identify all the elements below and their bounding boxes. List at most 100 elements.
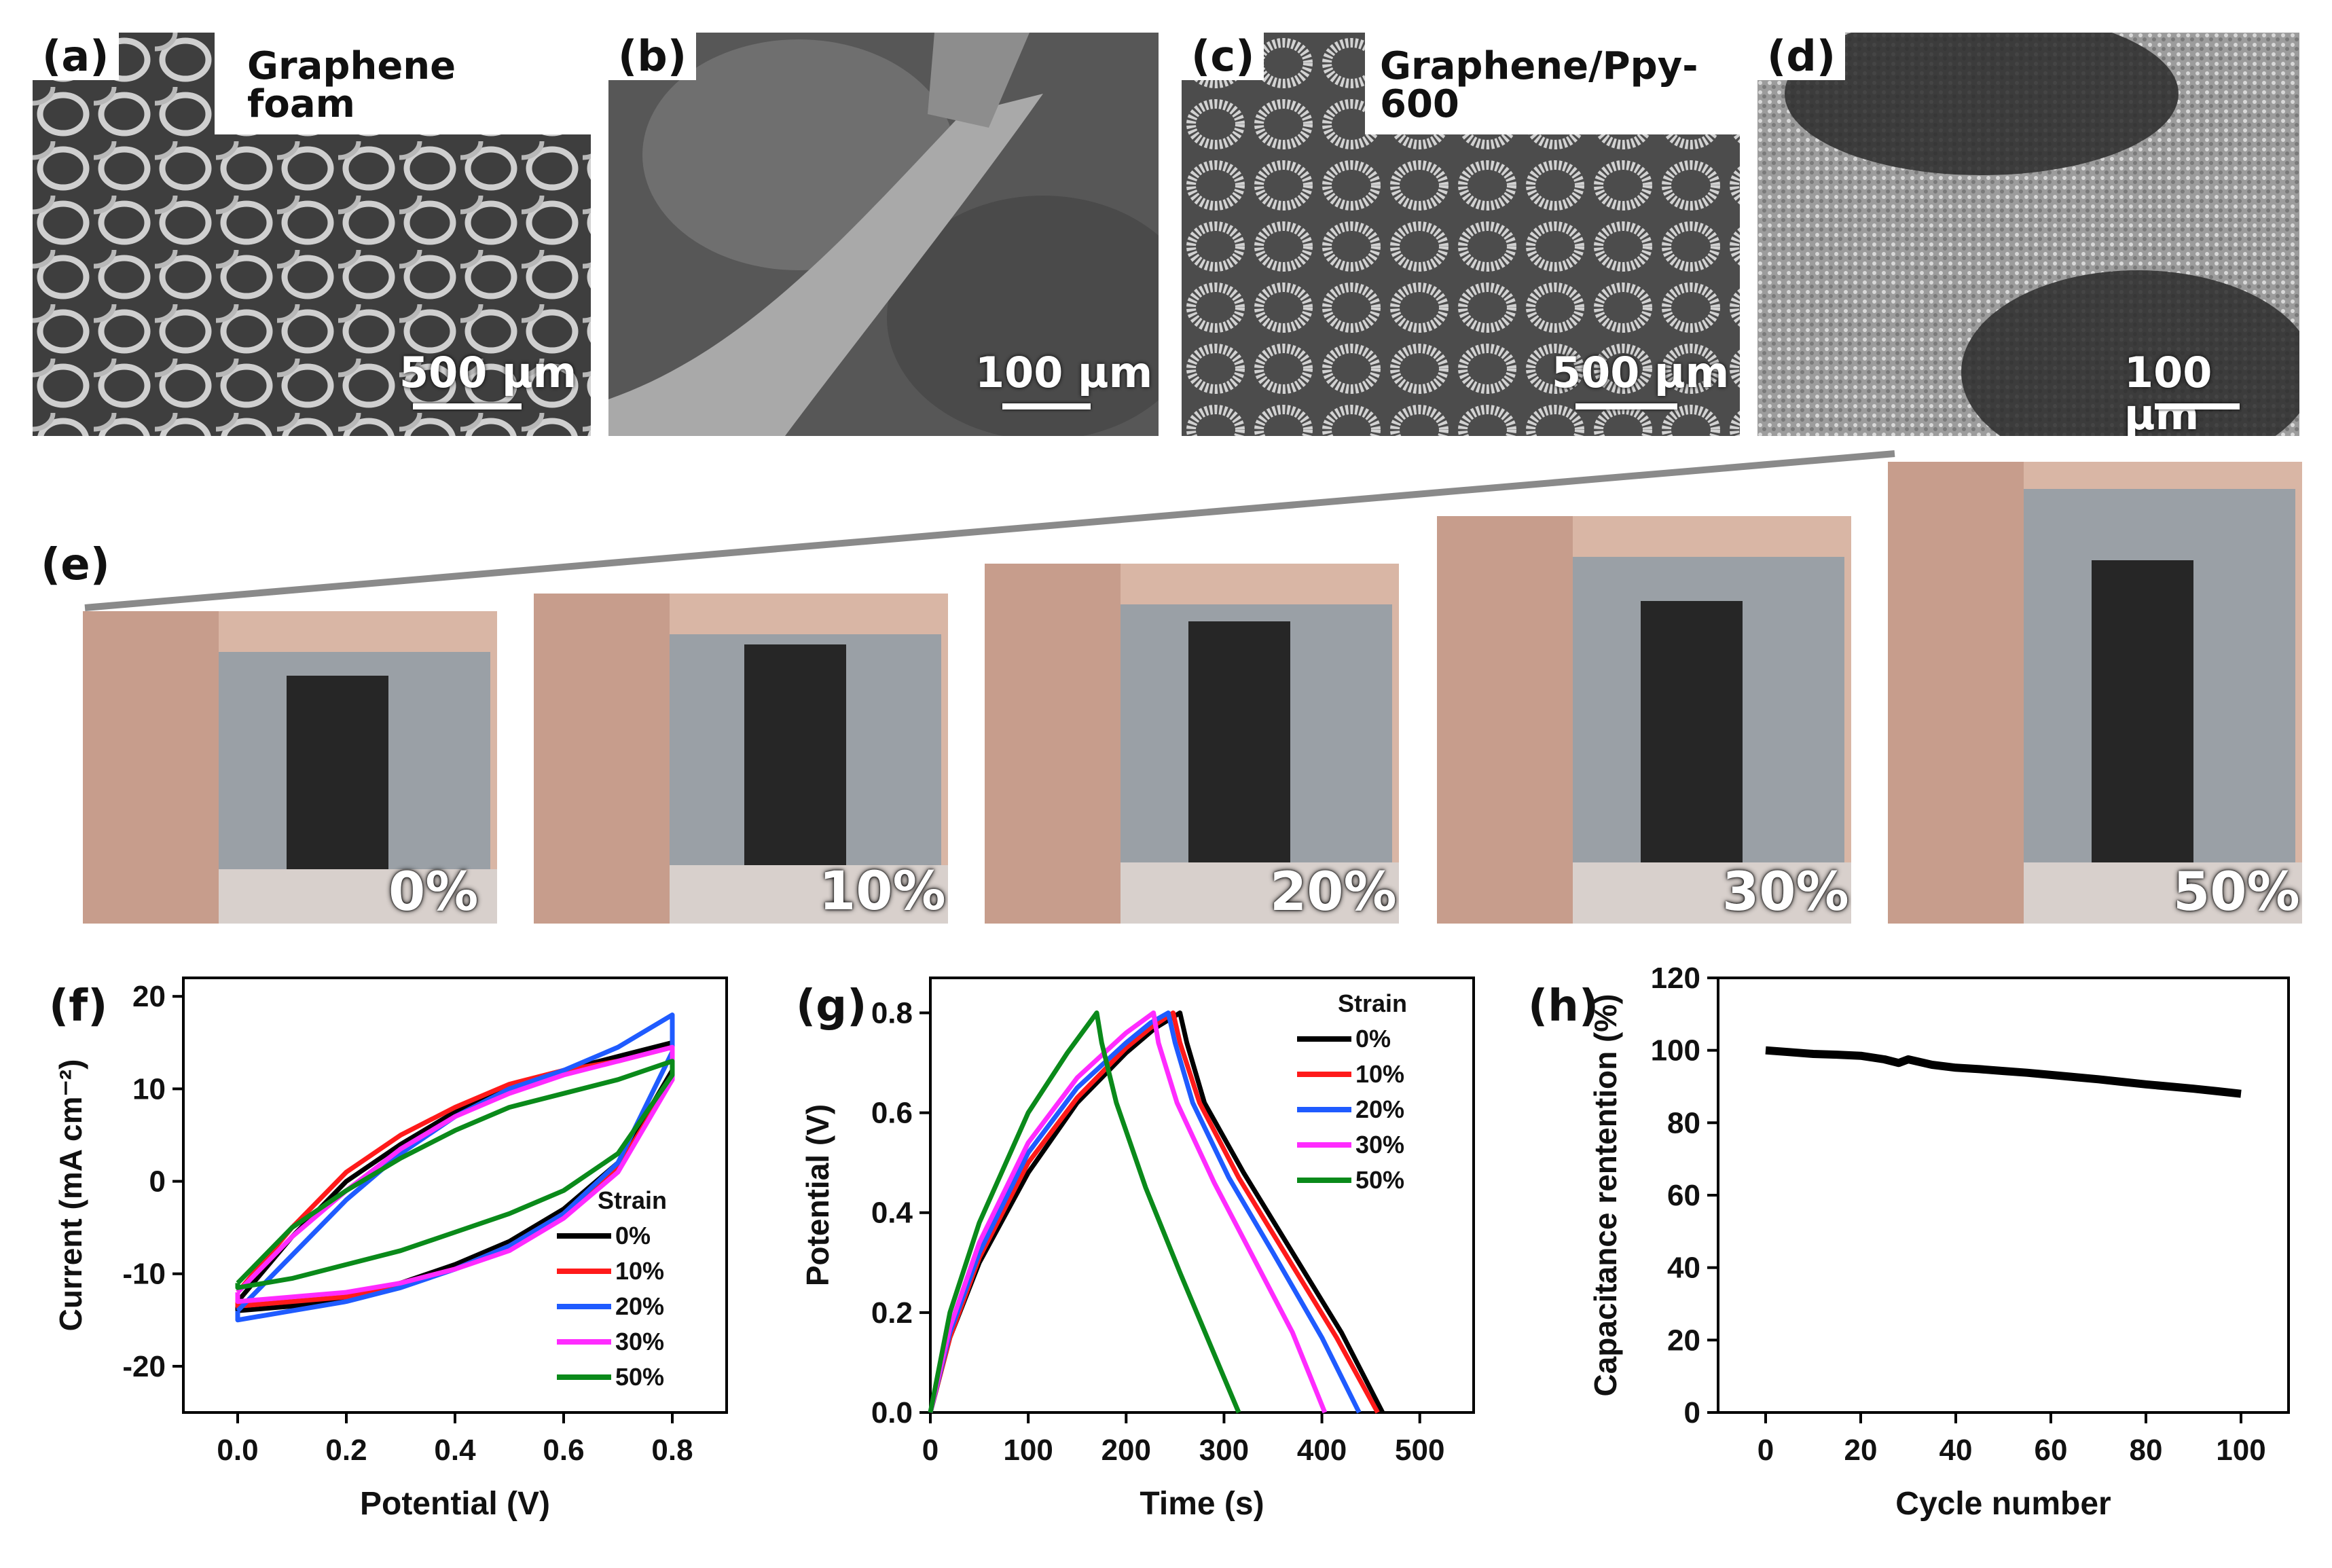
x-tick-label: 300 — [1199, 1434, 1249, 1467]
y-tick-label: 0.0 — [871, 1396, 913, 1429]
y-tick-label: 80 — [1667, 1106, 1700, 1139]
legend-title: Strain — [1338, 989, 1407, 1017]
y-axis-label: Capacitance rentention (%) — [1588, 994, 1623, 1397]
legend-entry: 50% — [615, 1363, 664, 1391]
panel-b-scale-bar — [1002, 403, 1091, 409]
series-g-50pct — [928, 1010, 1241, 1414]
plot-frame — [1717, 977, 2290, 1414]
strain-label-20: 20% — [1270, 862, 1397, 923]
series-g-30pct — [928, 1010, 1328, 1414]
y-tick-label: 20 — [132, 980, 166, 1013]
panel-d-label: (d) — [1757, 33, 1846, 80]
panel-a-label: (a) — [33, 33, 119, 80]
strain-photo-0: 0% — [83, 611, 497, 924]
x-tick-label: 0.4 — [434, 1434, 476, 1467]
legend-entry: 30% — [1355, 1131, 1404, 1159]
panel-f-label: (f) — [49, 981, 108, 1032]
series-f-30pct — [235, 1044, 675, 1305]
x-tick-label: 400 — [1297, 1434, 1347, 1467]
x-tick-label: 80 — [2130, 1434, 2163, 1467]
ppy-strut-texture — [1757, 33, 2299, 436]
tensile-rig-image — [83, 611, 497, 924]
chart-f-cv: 0.0 0.2 0.4 0.6 0.8 -20 -10 0 10 20 Potential (V) C… — [53, 977, 728, 1522]
x-tick-label: 0 — [922, 1434, 939, 1467]
panel-g-label: (g) — [796, 981, 867, 1032]
series-g-10pct — [928, 1010, 1380, 1414]
legend-entry: 0% — [615, 1222, 651, 1250]
x-axis-label: Potential (V) — [360, 1486, 550, 1522]
legend-entry: 10% — [615, 1257, 664, 1285]
x-tick-label: 20 — [1844, 1434, 1878, 1467]
series-h-retention — [1765, 1046, 2242, 1098]
strain-photo-30: 30% — [1437, 516, 1851, 924]
y-tick-label: 0.4 — [871, 1197, 913, 1230]
y-tick-label: -10 — [122, 1258, 166, 1291]
panel-a-scale-bar — [413, 403, 522, 409]
x-tick-label: 0.8 — [651, 1434, 693, 1467]
strut-texture — [608, 33, 1159, 436]
y-tick-label: 100 — [1651, 1034, 1700, 1068]
strain-photo-20: 20% — [985, 564, 1399, 924]
panel-c-sem-image: (c) Graphene/Ppy-600 500 μm — [1182, 33, 1740, 436]
y-axis-label: Current (mA cm⁻²) — [53, 1059, 88, 1332]
panel-b-label: (b) — [608, 33, 697, 80]
panel-d-scale-text: 100 μm — [2124, 348, 2212, 436]
strain-label-50: 50% — [2173, 862, 2300, 923]
strain-label-30: 30% — [1722, 862, 1849, 923]
legend-entry: 50% — [1355, 1166, 1404, 1194]
y-tick-label: 0.8 — [871, 996, 913, 1029]
strain-label-0: 0% — [388, 862, 479, 923]
x-tick-label: 100 — [1003, 1434, 1053, 1467]
panel-a-sem-image: (a) Graphene foam 500 μm — [33, 33, 591, 436]
panel-d-scale-bar — [2155, 403, 2240, 409]
x-tick-label: 0.0 — [217, 1434, 258, 1467]
panel-b-scale-text: 100 μm — [975, 348, 1153, 397]
strain-label-10: 10% — [819, 861, 946, 922]
legend-title: Strain — [598, 1186, 667, 1214]
y-axis-label: Potential (V) — [800, 1104, 835, 1286]
y-tick-label: 10 — [132, 1072, 166, 1106]
legend-entry: 20% — [1355, 1095, 1404, 1123]
strain-photo-50: 50% — [1888, 462, 2302, 924]
y-tick-label: -20 — [122, 1350, 166, 1383]
y-tick-label: 0.2 — [871, 1296, 913, 1330]
panel-b-sem-image: (b) 100 μm — [608, 33, 1159, 436]
y-tick-label: 0.6 — [871, 1097, 913, 1130]
y-tick-label: 0 — [149, 1165, 166, 1199]
panel-c-title: Graphene/Ppy-600 — [1365, 33, 1740, 134]
x-axis-label: Cycle number — [1895, 1486, 2111, 1522]
plot-frame — [929, 977, 1475, 1414]
x-tick-label: 60 — [2035, 1434, 2068, 1467]
x-tick-label: 500 — [1395, 1434, 1444, 1467]
panel-a-title: Graphene foam — [215, 33, 591, 134]
tensile-rig-image — [1437, 516, 1851, 924]
panel-c-label: (c) — [1182, 33, 1264, 80]
panel-c-scale-bar — [1575, 403, 1677, 409]
y-tick-label: 40 — [1667, 1252, 1700, 1285]
tensile-rig-image — [1888, 462, 2302, 924]
panel-e-label: (e) — [41, 540, 110, 590]
chart-g-gcd: 0 100 200 300 400 500 0.0 0.2 0.4 0.6 0.8 Time (s) P… — [800, 977, 1475, 1522]
series-g-20pct — [928, 1010, 1362, 1414]
legend-entry: 10% — [1355, 1060, 1404, 1088]
legend-entry: 20% — [615, 1292, 664, 1320]
panel-a-scale-text: 500 μm — [399, 348, 577, 397]
y-tick-label: 20 — [1667, 1324, 1700, 1357]
panel-h-label: (h) — [1528, 981, 1599, 1032]
y-tick-label: 60 — [1667, 1179, 1700, 1212]
panel-c-scale-text: 500 μm — [1552, 348, 1730, 397]
x-tick-label: 200 — [1101, 1434, 1151, 1467]
chart-h-retention: 0 20 40 60 80 100 0 20 40 60 80 100 120 Cycle number C… — [1588, 962, 2290, 1522]
series-f-50pct — [235, 1059, 675, 1290]
x-tick-label: 0.6 — [543, 1434, 584, 1467]
x-tick-label: 0 — [1757, 1434, 1774, 1467]
x-tick-label: 0.2 — [325, 1434, 367, 1467]
x-axis-label: Time (s) — [1140, 1486, 1264, 1522]
y-tick-label: 120 — [1651, 962, 1700, 995]
x-tick-label: 100 — [2216, 1434, 2265, 1467]
y-tick-label: 0 — [1684, 1396, 1700, 1429]
panel-d-sem-image: (d) 100 μm — [1757, 33, 2299, 436]
tensile-rig-image — [985, 564, 1399, 924]
x-tick-label: 40 — [1939, 1434, 1973, 1467]
